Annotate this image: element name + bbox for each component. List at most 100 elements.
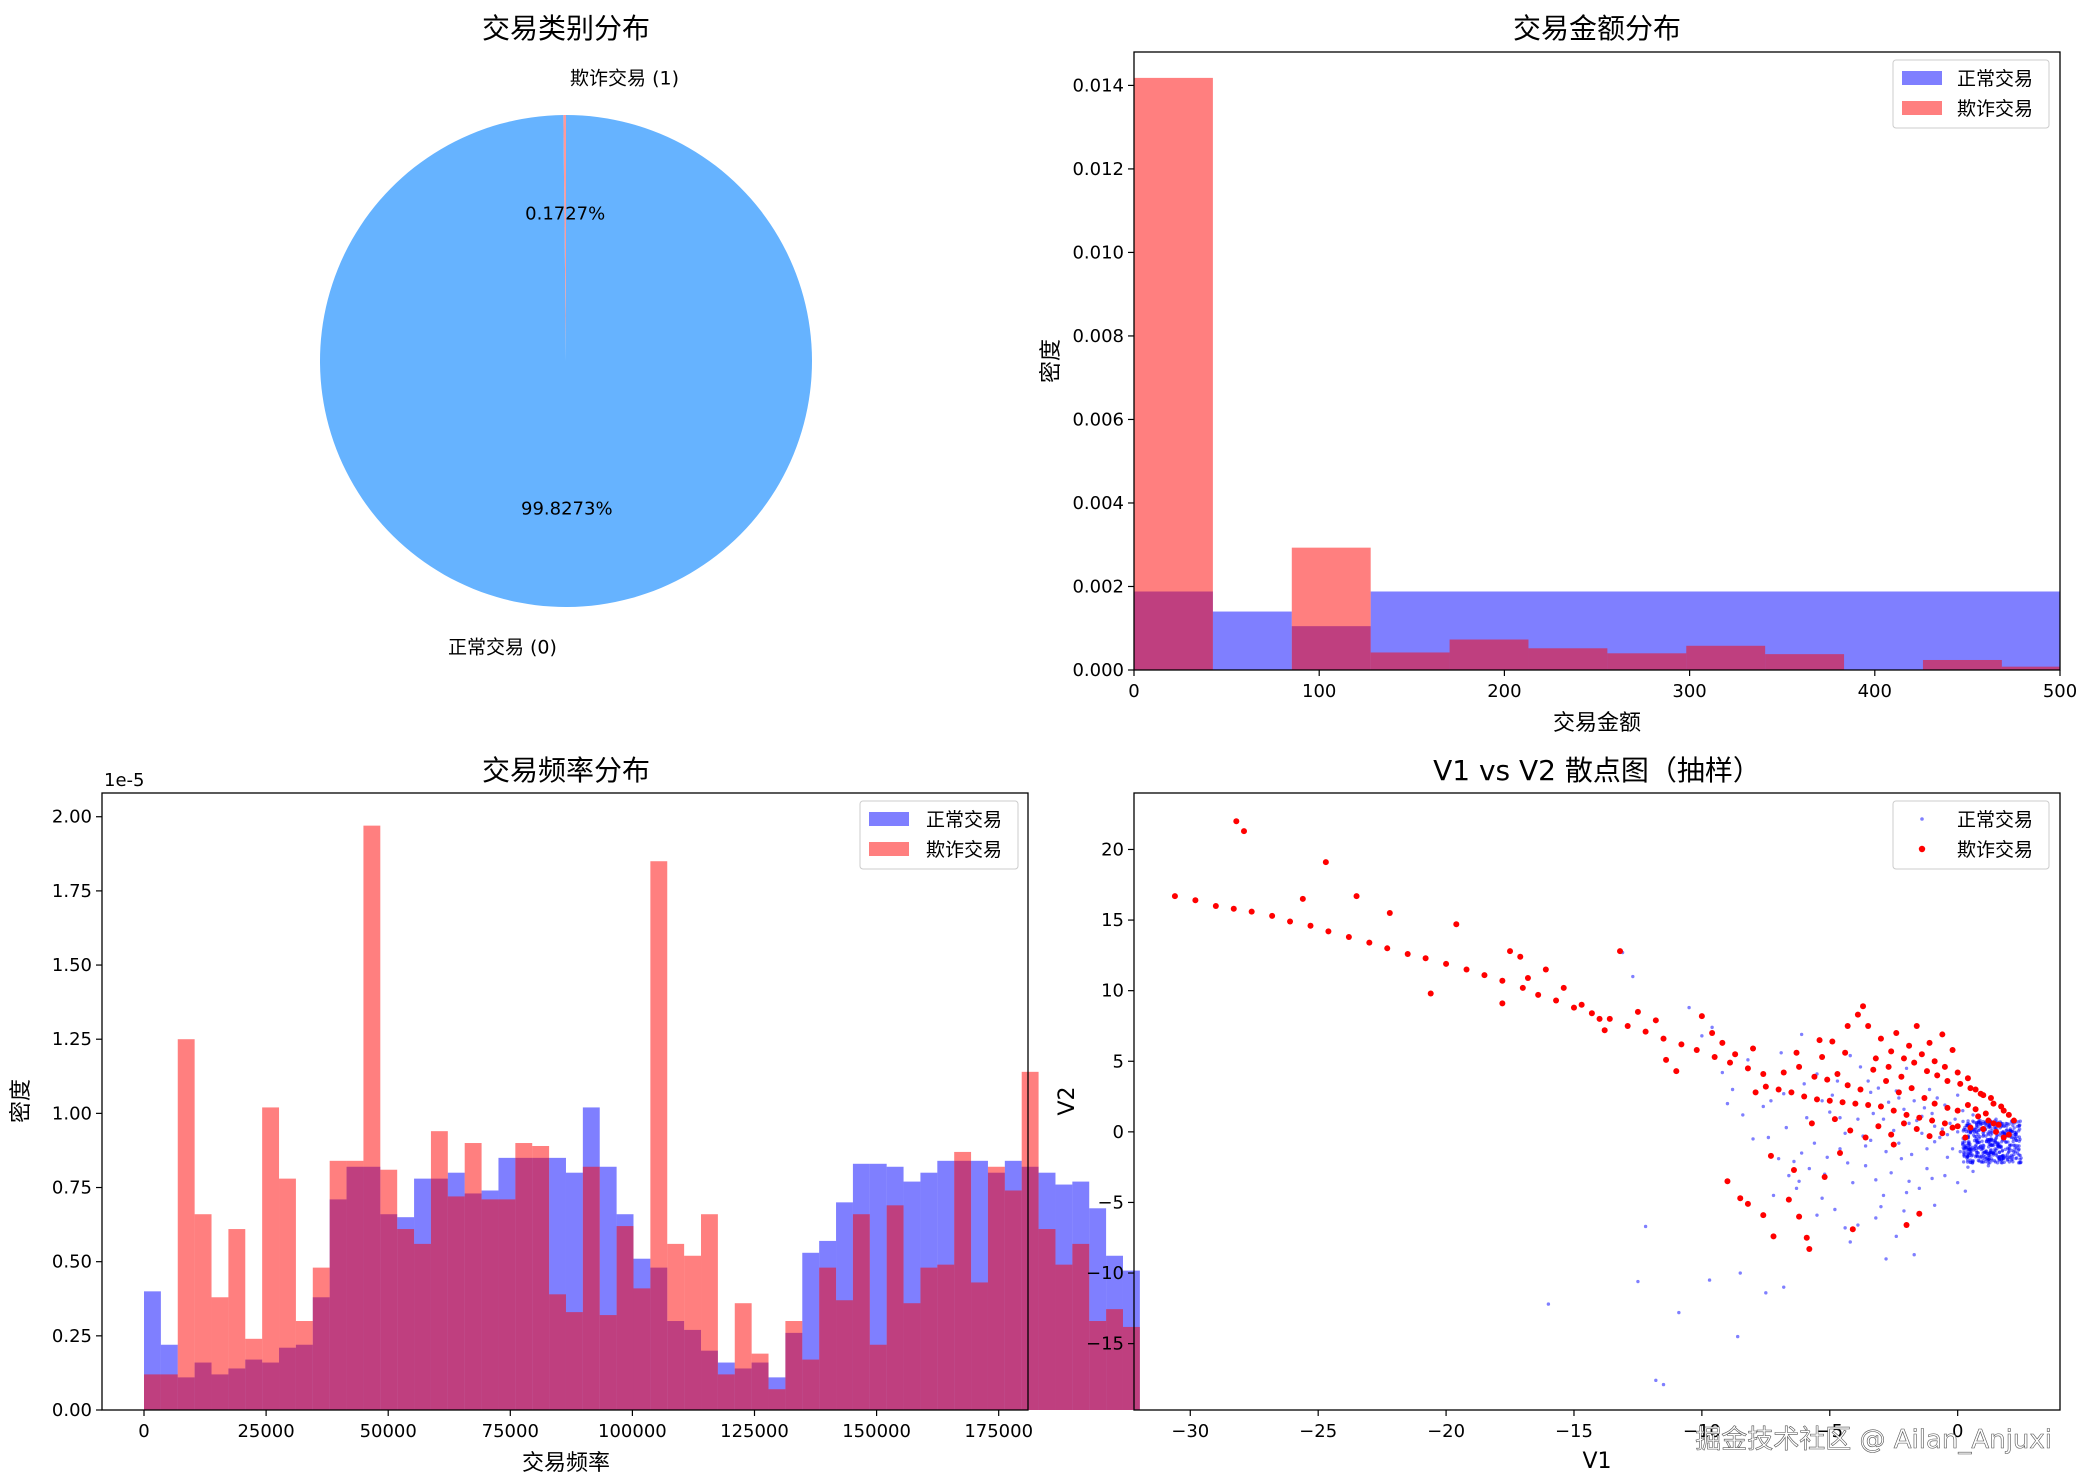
scatter-point-normal [1654, 1378, 1658, 1383]
time-legend-normal: 正常交易 [926, 809, 1002, 831]
scatter-point-normal [1845, 1161, 1850, 1165]
amount-bar-fraud [1528, 648, 1608, 670]
scatter-point-normal [2007, 1149, 2011, 1153]
scatter-point-fraud [1908, 1085, 1915, 1092]
scatter-point-normal [1661, 1382, 1666, 1387]
scatter-point-normal [2000, 1148, 2005, 1153]
scatter-point-normal [2012, 1126, 2016, 1130]
pie-label-fraud: 欺诈交易 (1) [570, 67, 679, 89]
scatter-point-normal [1985, 1138, 1990, 1142]
x-tick-label: −30 [1171, 1421, 1209, 1442]
amount-axes-frame [1133, 51, 2061, 671]
scatter-point-fraud [1499, 1000, 1506, 1007]
scatter-point-fraud [1875, 1123, 1882, 1130]
scatter-point-normal [1940, 1127, 1945, 1131]
scatter-point-normal [1782, 1285, 1786, 1289]
scatter-point-normal [1932, 1140, 1937, 1144]
time-bar-fraud [599, 1315, 617, 1410]
scatter-point-fraud [1980, 1126, 1987, 1133]
scatter-point-normal [1975, 1130, 1979, 1135]
scatter-point-normal [1974, 1150, 1979, 1155]
time-bar-fraud [565, 1312, 583, 1410]
y-tick-label: 10 [1101, 981, 1124, 1002]
pie-title: 交易类别分布 [482, 12, 650, 45]
amount-bar-fraud [1765, 654, 1845, 670]
scatter-point-normal [1912, 1099, 1916, 1103]
scatter-point-fraud [1941, 1063, 1948, 1070]
scatter-point-fraud [1862, 1134, 1869, 1141]
scatter-point-fraud [1366, 939, 1373, 946]
scatter-point-fraud [1443, 960, 1450, 967]
scatter-point-normal [2011, 1139, 2015, 1144]
amount-bar-fraud [1607, 653, 1687, 670]
y-tick-label: 0.006 [1072, 409, 1124, 430]
time-bar-fraud [380, 1169, 398, 1410]
scatter-point-normal [1874, 1178, 1878, 1182]
scatter-point-normal [1995, 1146, 1999, 1151]
watermark: 掘金技术社区 @ Ailan_Anjuxi [1695, 1425, 2052, 1455]
scatter-point-normal [1828, 1110, 1832, 1114]
scatter-point-fraud [1752, 1089, 1759, 1096]
scatter-point-fraud [1913, 1126, 1920, 1133]
scatter-point-fraud [1345, 934, 1352, 941]
scatter-point-normal [1988, 1161, 1992, 1165]
y-tick-label: 1.75 [52, 881, 92, 902]
scatter-point-normal [1930, 1111, 1934, 1116]
time-bar-fraud [650, 861, 668, 1410]
y-tick-label: 0.00 [52, 1400, 92, 1421]
scatter-point-fraud [1844, 1082, 1851, 1089]
scatter-point-normal [1991, 1153, 1995, 1157]
scatter-point-fraud [1192, 897, 1199, 904]
scatter-point-fraud [1322, 859, 1329, 866]
amount-legend-swatch-fraud [1902, 101, 1942, 115]
scatter-point-normal [1925, 1147, 1929, 1151]
scatter-point-normal [2008, 1128, 2012, 1133]
scatter-point-fraud [1847, 1127, 1854, 1134]
scatter-point-fraud [1248, 908, 1255, 915]
x-tick-label: −10 [1683, 1421, 1721, 1442]
scatter-point-normal [1782, 1092, 1786, 1096]
scatter-point-fraud [1404, 950, 1411, 957]
scatter-title: V1 vs V2 散点图（抽样） [1433, 754, 1761, 787]
x-tick-label: 300 [1672, 681, 1706, 702]
scatter-point-normal [1986, 1145, 1991, 1149]
scatter-point-fraud [1269, 912, 1276, 919]
scatter-point-normal [1902, 1107, 1906, 1111]
scatter-point-fraud [1852, 1100, 1859, 1107]
scatter-point-normal [1989, 1126, 1993, 1130]
scatter-point-normal [1794, 1186, 1799, 1191]
scatter-point-normal [1792, 1159, 1796, 1164]
x-tick-label: 100000 [598, 1421, 667, 1442]
scatter-point-fraud [1299, 895, 1306, 902]
scatter-point-fraud [1944, 1078, 1951, 1085]
scatter-point-fraud [1698, 1013, 1705, 1020]
scatter-point-fraud [1824, 1076, 1831, 1083]
scatter-point-normal [1963, 1189, 1968, 1193]
scatter-point-normal [1871, 1111, 1875, 1116]
scatter-point-normal [1741, 1113, 1745, 1117]
scatter-point-normal [1751, 1137, 1755, 1141]
scatter-point-normal [2007, 1160, 2012, 1164]
scatter-point-normal [2000, 1161, 2004, 1165]
amount-panel: 交易金额分布 0 100 200 300 400 500 0.0000.0020.0040… [1039, 12, 2077, 736]
time-bar-fraud [1021, 1071, 1039, 1410]
scatter-point-fraud [1606, 1015, 1613, 1022]
scatter-point-fraud [1926, 1133, 1933, 1140]
time-bar-fraud [886, 1205, 904, 1410]
y-tick-label: 5 [1113, 1051, 1124, 1072]
time-bar-fraud [144, 1374, 161, 1410]
scatter-point-normal [1978, 1144, 1983, 1149]
scatter-point-normal [1981, 1133, 1986, 1137]
scatter-point-fraud [1990, 1120, 1997, 1127]
scatter-point-fraud [1837, 1150, 1844, 1157]
scatter-point-normal [1779, 1051, 1783, 1055]
scatter-point-normal [2004, 1121, 2008, 1126]
scatter-point-fraud [1903, 1222, 1910, 1229]
scatter-point-fraud [1844, 1022, 1851, 1029]
scatter-point-fraud [1737, 1195, 1744, 1202]
scatter-point-fraud [1995, 1121, 2002, 1128]
x-tick-label: 150000 [842, 1421, 911, 1442]
y-tick-label: 0.008 [1072, 326, 1124, 347]
scatter-point-normal [1948, 1121, 1952, 1126]
scatter-point-fraud [1975, 1113, 1982, 1120]
